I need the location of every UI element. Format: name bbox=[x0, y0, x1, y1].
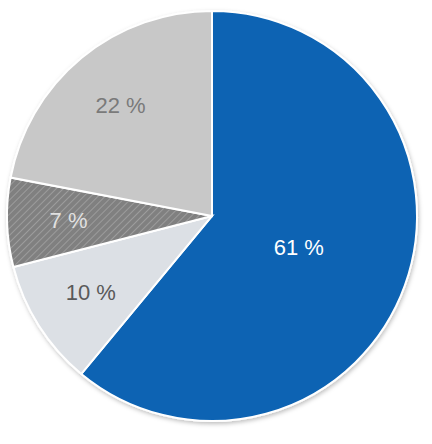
data-labels: 61 % 10 % 7 % 22 % bbox=[50, 93, 324, 305]
pie-slice bbox=[11, 11, 212, 216]
data-label: 61 % bbox=[274, 235, 324, 260]
pie bbox=[7, 11, 417, 421]
data-label: 22 % bbox=[95, 93, 145, 118]
data-label: 10 % bbox=[66, 280, 116, 305]
data-label: 7 % bbox=[50, 208, 88, 233]
chart: 61 % 10 % 7 % 22 % bbox=[0, 0, 432, 444]
